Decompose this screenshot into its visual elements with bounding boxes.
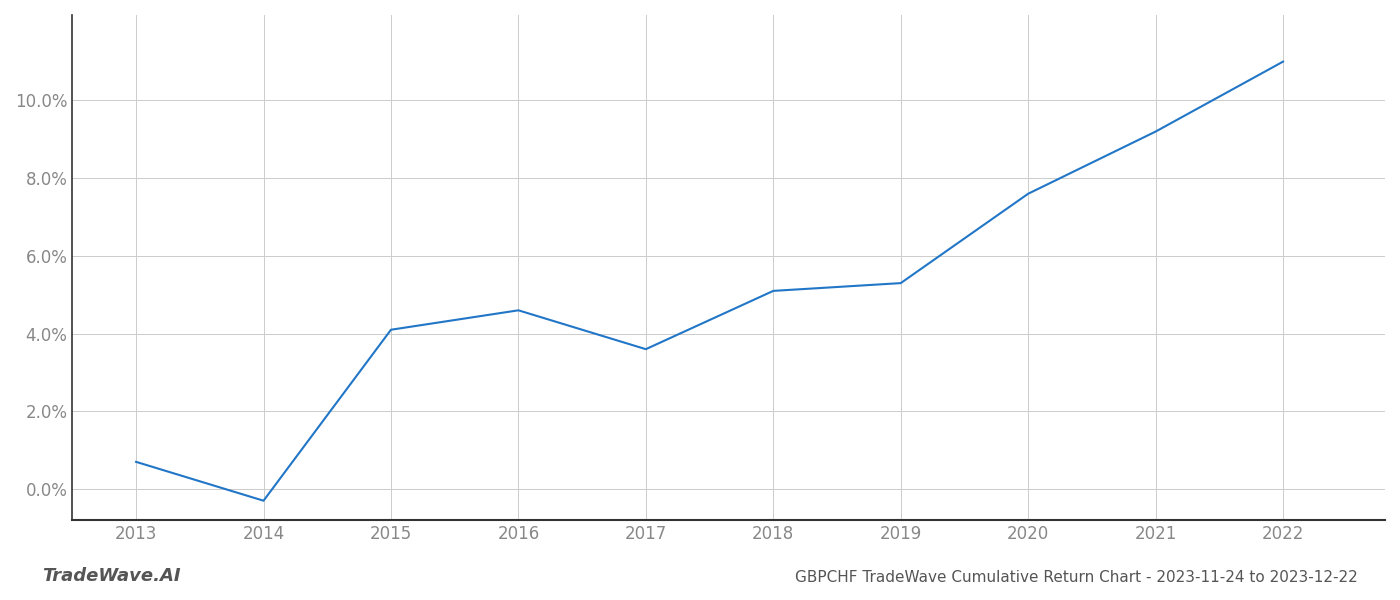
Text: TradeWave.AI: TradeWave.AI [42, 567, 181, 585]
Text: GBPCHF TradeWave Cumulative Return Chart - 2023-11-24 to 2023-12-22: GBPCHF TradeWave Cumulative Return Chart… [795, 570, 1358, 585]
